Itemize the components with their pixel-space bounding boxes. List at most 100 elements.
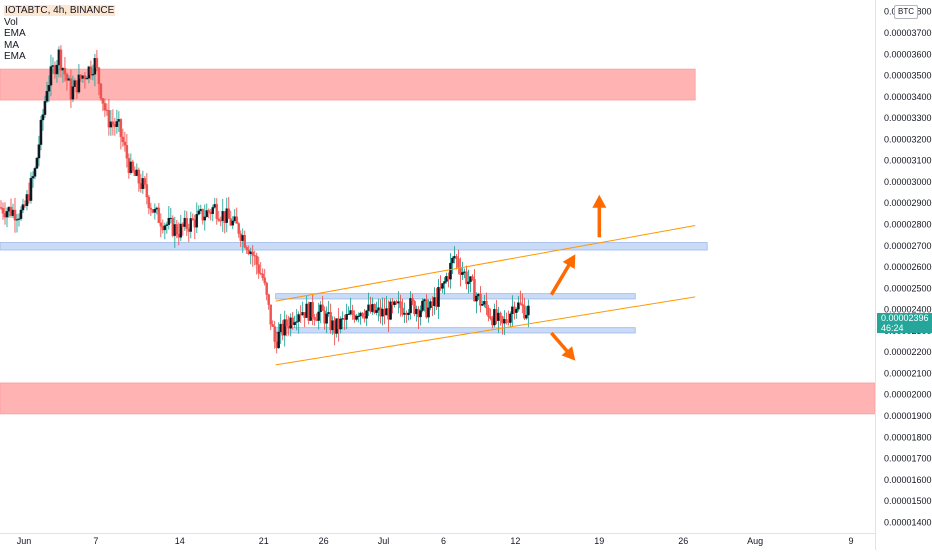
y-tick-label: 0.00001700 [884,454,932,464]
channel-upper-line[interactable] [275,225,696,302]
candle [45,81,49,103]
candle [83,71,87,89]
candle-body [33,168,37,177]
resistance-zone[interactable] [0,68,696,101]
candle [5,207,9,228]
candle-body [145,184,149,198]
upper-support-zone[interactable] [0,242,708,251]
candle-body [99,83,103,99]
candle-body [91,74,95,76]
x-tick-label: 14 [175,536,185,546]
candle [479,286,482,313]
candle-body [263,277,266,284]
candle [89,60,93,80]
channel-top-zone[interactable] [275,293,636,300]
x-tick-label: Jul [378,536,390,546]
candle-body [509,313,512,323]
legend-ema-2[interactable]: EMA [4,51,26,62]
candle-body [253,255,256,257]
breakout-arrow-high[interactable] [592,194,607,238]
candle [361,312,364,319]
candle-body [251,251,254,256]
candle [267,293,270,310]
symbol-title[interactable]: IOTABTC, 4h, BINANCE [4,5,116,16]
candle-body [35,157,39,169]
candle-body [421,300,424,311]
candle-body [107,110,111,128]
candle [427,299,430,323]
candle-body [123,141,127,146]
demand-zone[interactable] [0,382,876,415]
candle [351,304,354,320]
candle-body [109,121,113,128]
candle-body [321,304,324,311]
candle-body [515,309,518,313]
x-tick-label: 6 [441,536,446,546]
candle [509,311,512,327]
candle [505,312,508,325]
candle [205,203,209,218]
legend-ma[interactable]: MA [4,39,19,51]
y-tick-label: 0.00003200 [884,134,932,144]
legend-vol[interactable]: Vol [4,16,18,28]
candle-body [0,207,3,209]
candle [517,296,520,312]
candle-body [125,145,129,159]
candle [115,109,119,134]
candle [421,298,424,313]
candle [465,265,468,290]
candle-body [291,317,294,326]
candle [189,211,193,239]
candle-body [89,66,93,75]
candle [215,198,219,225]
candle-body [257,264,260,274]
y-tick-label: 0.00003300 [884,113,932,123]
candle [313,314,316,326]
candle-body [317,311,320,321]
candle-body [413,301,416,315]
candle [167,206,171,230]
candle-body [191,218,195,220]
candle [197,205,201,216]
candle-body [401,307,404,315]
candle [409,291,412,320]
breakdown-arrow[interactable] [550,331,576,361]
currency-badge[interactable]: BTC [894,5,918,19]
candle-body [325,313,328,324]
candle-body [163,225,167,231]
channel-lower-line[interactable] [275,296,696,366]
candle [65,72,69,91]
breakout-arrow-mid[interactable] [549,254,576,296]
candle [15,213,19,233]
candle-body [217,218,220,221]
candle [21,198,25,213]
candle-body [197,210,201,215]
candle-body [399,301,402,309]
candle-body [45,91,49,102]
candle-body [427,307,430,318]
candle-body [527,305,530,316]
candle [63,57,67,82]
candle-body [461,272,464,275]
y-tick-label: 0.00001400 [884,517,932,527]
candle [355,313,358,322]
candle [0,200,3,210]
candle-body [255,255,258,265]
legend-ema-1[interactable]: EMA [4,28,26,39]
candle-body [489,316,492,319]
candle-body [115,121,119,127]
candle-body [101,98,105,104]
arrow-head [561,346,576,361]
candle [95,50,99,72]
candle-body [467,281,470,285]
candle [237,221,240,238]
last-price-value: 0.00002396 [881,313,929,323]
candle [399,294,402,317]
candle-body [29,177,33,201]
candle-body [1,208,5,214]
candle [1,202,5,220]
candle-body [267,294,270,305]
candle-body [441,283,444,289]
